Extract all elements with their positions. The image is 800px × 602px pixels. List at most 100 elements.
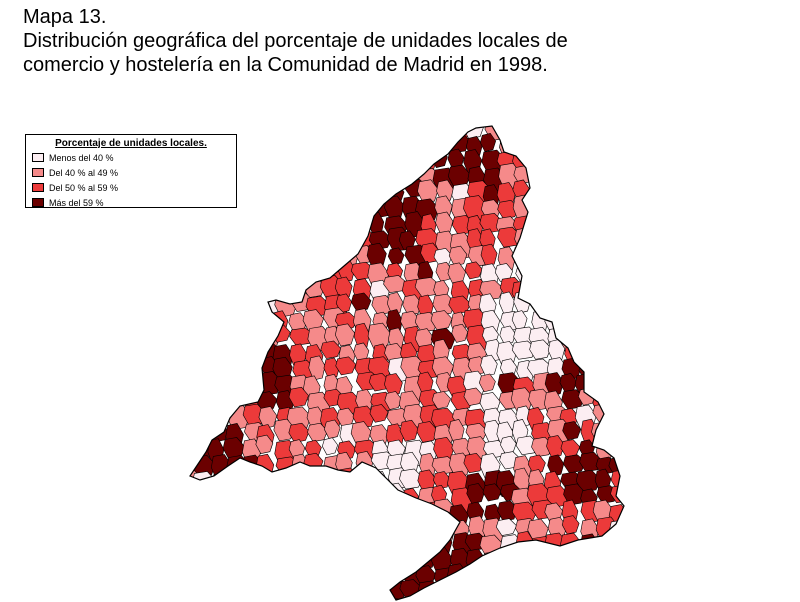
municipality-cell bbox=[623, 517, 624, 536]
municipality-cell bbox=[628, 296, 643, 317]
municipality-cell bbox=[334, 276, 353, 300]
municipality-cell bbox=[527, 149, 548, 170]
municipality-cell bbox=[354, 516, 371, 537]
municipality-cell bbox=[323, 134, 341, 157]
municipality-cell bbox=[626, 132, 645, 157]
municipality-cell bbox=[578, 594, 603, 600]
municipality-cell bbox=[352, 483, 375, 509]
municipality-cell bbox=[576, 126, 596, 142]
municipality-cell bbox=[609, 340, 624, 363]
municipality-cell bbox=[241, 279, 260, 299]
legend-item-lt40: Menos del 40 % bbox=[32, 150, 236, 165]
municipality-cell bbox=[272, 500, 291, 521]
municipality-cell bbox=[276, 597, 295, 600]
municipality-cell bbox=[528, 213, 544, 233]
municipality-cell bbox=[190, 275, 193, 303]
municipality-cell bbox=[304, 566, 323, 586]
municipality-cell bbox=[546, 264, 567, 291]
municipality-cell bbox=[529, 339, 552, 360]
municipality-cell bbox=[607, 532, 624, 557]
municipality-cell bbox=[607, 581, 624, 600]
municipality-cell bbox=[335, 293, 352, 314]
legend-swatch-lt40 bbox=[32, 153, 44, 162]
municipality-cell bbox=[336, 514, 353, 541]
municipality-cell bbox=[191, 580, 212, 600]
municipality-cell bbox=[270, 167, 296, 192]
municipality-cell bbox=[415, 198, 440, 223]
municipality-cell bbox=[352, 503, 369, 531]
municipality-cell bbox=[289, 247, 309, 269]
municipality-cell bbox=[241, 136, 265, 159]
municipality-cell bbox=[207, 518, 227, 540]
municipality-cell bbox=[292, 546, 312, 572]
municipality-cell bbox=[257, 227, 276, 254]
municipality-cell bbox=[274, 532, 293, 552]
municipality-cell bbox=[563, 582, 583, 600]
municipality-cell bbox=[580, 278, 604, 307]
municipality-cell bbox=[339, 180, 358, 200]
municipality-cell bbox=[611, 405, 624, 430]
municipality-cell bbox=[480, 582, 500, 600]
municipality-cell bbox=[320, 165, 337, 189]
municipality-cell bbox=[192, 471, 217, 495]
municipality-cell bbox=[210, 581, 232, 600]
municipality-cell bbox=[612, 246, 624, 268]
municipality-cell bbox=[528, 164, 546, 184]
municipality-cell bbox=[580, 518, 600, 545]
map-title-line-1: Mapa 13. bbox=[23, 6, 107, 28]
municipality-cell bbox=[448, 245, 468, 267]
map-title-line-3: comercio y hostelería en la Comunidad de… bbox=[23, 54, 548, 76]
municipality-cell bbox=[384, 373, 403, 397]
municipality-cell bbox=[576, 131, 602, 156]
municipality-cell bbox=[340, 582, 362, 600]
municipality-cell bbox=[607, 215, 624, 239]
municipality-cell bbox=[420, 134, 437, 154]
municipality-cell bbox=[484, 566, 507, 587]
municipality-cell bbox=[336, 531, 357, 554]
municipality-cell bbox=[515, 264, 535, 283]
municipality-cell bbox=[415, 533, 438, 552]
municipality-cell bbox=[273, 582, 298, 600]
municipality-cell bbox=[575, 581, 592, 600]
municipality-cell bbox=[274, 519, 299, 541]
municipality-cell bbox=[239, 519, 264, 540]
municipality-cell bbox=[259, 582, 276, 600]
municipality-cell bbox=[401, 531, 425, 555]
municipality-cell bbox=[319, 470, 340, 492]
municipality-cell bbox=[563, 483, 586, 506]
legend-label-lt40: Menos del 40 % bbox=[49, 152, 114, 163]
municipality-cell bbox=[190, 440, 198, 460]
municipality-cell bbox=[627, 441, 649, 460]
municipality-cell bbox=[192, 264, 218, 288]
municipality-cell bbox=[238, 471, 264, 494]
municipality-cell bbox=[607, 197, 624, 219]
municipality-cell bbox=[513, 290, 531, 314]
municipality-cell bbox=[480, 354, 498, 377]
municipality-cell bbox=[595, 355, 621, 378]
municipality-cell bbox=[289, 262, 308, 286]
municipality-cell bbox=[351, 181, 371, 205]
municipality-cell bbox=[254, 551, 280, 576]
municipality-cell bbox=[514, 227, 533, 251]
municipality-cell bbox=[626, 563, 649, 588]
municipality-cell bbox=[559, 183, 579, 209]
municipality-cell bbox=[195, 519, 221, 541]
municipality-cell bbox=[193, 232, 213, 258]
municipality-cell bbox=[335, 146, 360, 175]
municipality-cell bbox=[543, 275, 563, 300]
municipality-cell bbox=[625, 485, 646, 504]
map-title: Mapa 13. Distribución geográfica del por… bbox=[23, 5, 568, 77]
municipality-cell bbox=[322, 231, 339, 257]
municipality-cell bbox=[306, 517, 331, 544]
municipality-cell bbox=[336, 483, 354, 509]
municipality-cell bbox=[369, 404, 389, 423]
municipality-cell bbox=[497, 199, 519, 220]
municipality-cell bbox=[384, 135, 403, 162]
municipality-cell bbox=[223, 338, 249, 362]
municipality-cell bbox=[610, 420, 624, 446]
municipality-cell bbox=[211, 325, 234, 347]
municipality-cell bbox=[623, 407, 624, 431]
municipality-cell bbox=[211, 500, 229, 527]
municipality-cell bbox=[544, 596, 565, 600]
municipality-cell bbox=[320, 149, 343, 177]
